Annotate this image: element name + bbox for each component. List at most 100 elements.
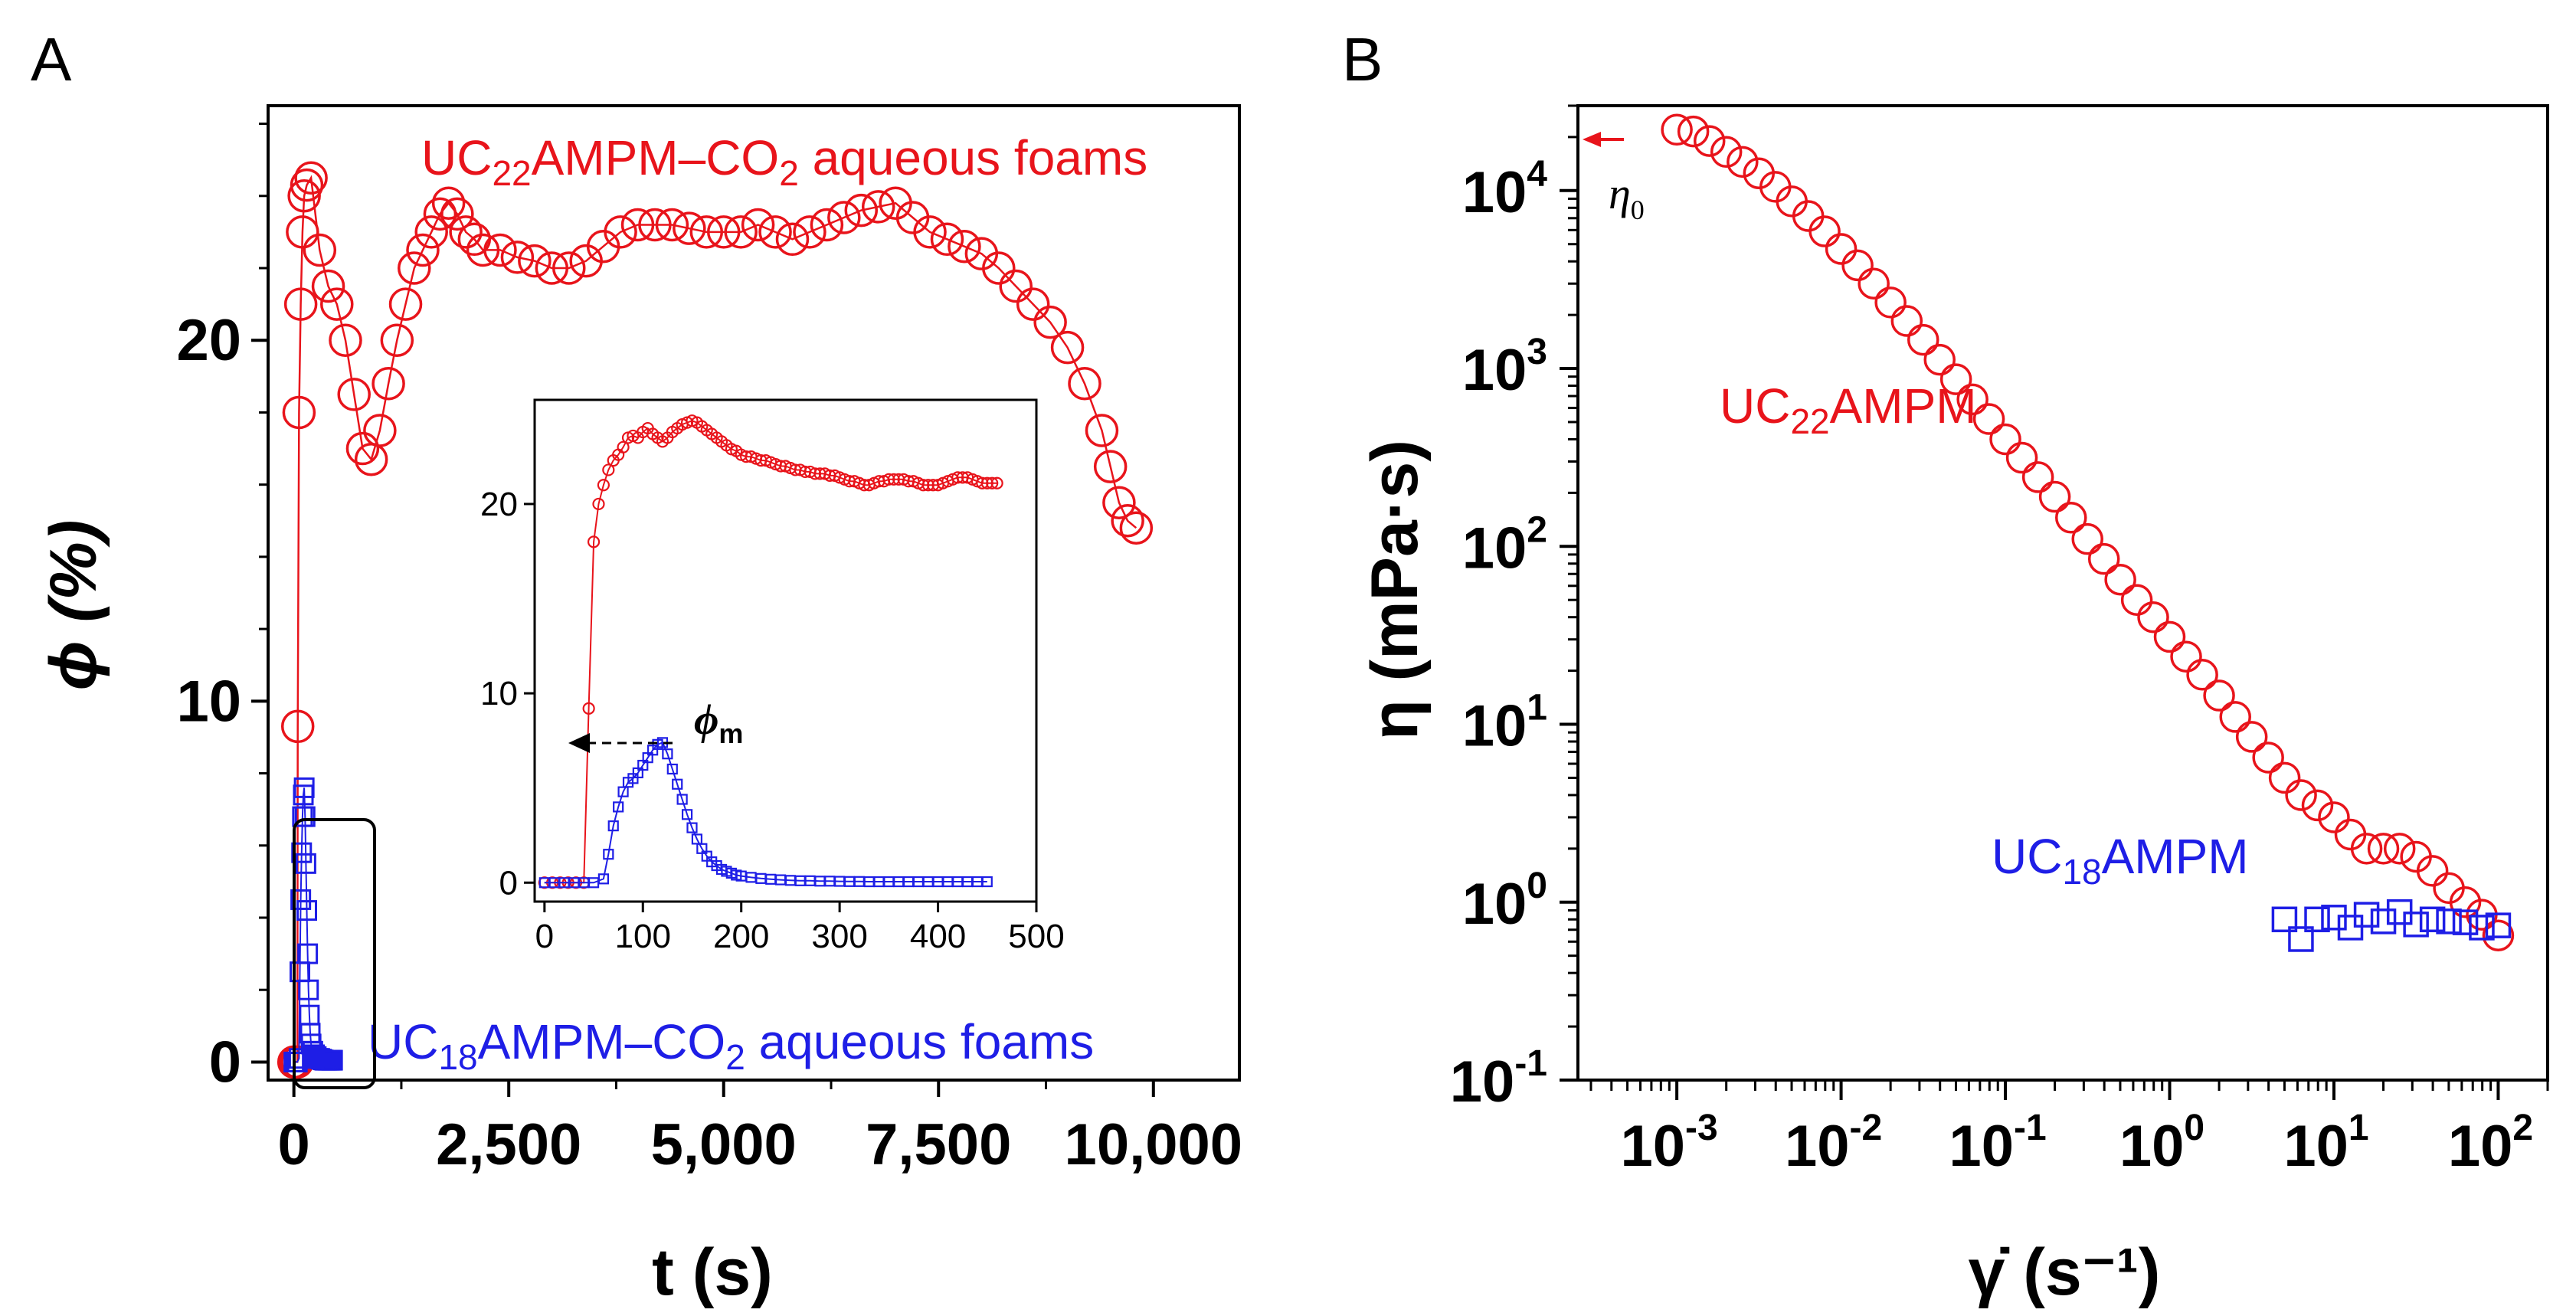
inset-blue-point <box>681 809 693 820</box>
panel-a-red-point <box>294 161 328 195</box>
panel-b-red-point <box>2055 502 2087 534</box>
inset-red-point <box>887 473 900 486</box>
inset-red-point <box>617 440 630 453</box>
panel-a-red-point <box>861 190 895 224</box>
panel-a-inset: 0 100 200 300 400 500 0 10 20 ϕm <box>480 398 1065 955</box>
panel-b-blue-point <box>2469 915 2495 941</box>
panel-a-red-point <box>398 251 431 285</box>
panel-b-y-tick-label: 10-1 <box>1450 1043 1547 1115</box>
inset-blue-point <box>603 849 614 860</box>
panel-a: A 0 2,500 5,000 7,500 10,000 0 10 20 t (s) ϕ (%… <box>31 25 1242 1309</box>
panel-b-red-point <box>2318 801 2350 833</box>
inset-red-point <box>986 476 999 489</box>
panel-a-zoom-box <box>293 818 376 1089</box>
panel-b-red-point <box>2186 659 2218 691</box>
panel-a-red-point <box>311 269 345 303</box>
panel-a-red-point <box>655 208 689 242</box>
panel-b-y-tick-label: 101 <box>1462 688 1547 759</box>
panel-b-red-point <box>2005 441 2038 474</box>
panel-a-red-point <box>1093 450 1128 483</box>
panel-a-red-point <box>1050 330 1085 365</box>
panel-a-red-point <box>1085 414 1119 447</box>
panel-b-blue-point <box>2288 926 2314 952</box>
panel-b-red-point <box>2038 480 2071 513</box>
panel-b-red-point <box>2203 679 2235 712</box>
panel-b-red-point <box>2153 620 2186 653</box>
panel-b-red-point <box>2482 919 2515 951</box>
panel-a-y-tick-label: 10 <box>176 669 241 734</box>
panel-b-red-point <box>1677 115 1710 148</box>
panel-a-red-point <box>810 208 844 242</box>
panel-b-red-point <box>2235 721 2268 753</box>
panel-a-red-point <box>440 197 474 231</box>
panel-b-blue-point <box>2403 912 2429 938</box>
eta0-label: η0 <box>1609 169 1645 225</box>
panel-a-red-point <box>758 215 792 249</box>
inset-x-tick-label: 500 <box>1008 918 1064 955</box>
panel-a-red-point <box>775 222 810 257</box>
panel-a-red-point <box>388 287 423 321</box>
panel-a-red-point <box>337 378 371 411</box>
panel-a-red-point <box>283 287 318 321</box>
panel-a-red-point <box>423 197 457 231</box>
panel-a-red-point <box>320 287 354 321</box>
panel-b-red-point <box>1727 146 1759 178</box>
panel-a-red-point <box>535 251 569 285</box>
panel-a-blue-point <box>295 853 316 874</box>
panel-a-red-point <box>1068 367 1101 401</box>
inset-y-tick-label: 20 <box>480 486 518 523</box>
panel-a-red-point <box>1119 511 1154 545</box>
panel-b-red-point <box>1858 267 1890 300</box>
panel-b-blue-point <box>2353 902 2380 928</box>
inset-y-tick-label: 10 <box>480 675 518 712</box>
panel-a-red-point <box>500 241 535 274</box>
panel-b-red-point <box>1939 363 1972 395</box>
inset-blue-point <box>613 801 624 813</box>
inset-red-point <box>921 479 934 492</box>
panel-a-blue-point <box>293 777 315 798</box>
panel-b-red-point <box>2350 833 2383 865</box>
panel-a-red-point <box>280 709 315 744</box>
panel-a-red-point <box>724 215 758 249</box>
panel-a-blue-point <box>290 889 312 910</box>
panel-b-x-axis-label: γ̇ (s⁻¹) <box>1969 1236 2161 1309</box>
inset-x-tick-label: 100 <box>615 918 671 955</box>
panel-a-red-point <box>1111 504 1144 538</box>
panel-b-red-point <box>2104 563 2136 596</box>
panel-a-red-point <box>930 222 964 257</box>
panel-b-red-point <box>1874 286 1907 319</box>
panel-a-red-point <box>827 201 861 234</box>
panel-a-y-axis-label: ϕ (%) <box>37 520 110 691</box>
panel-b-red-point <box>2449 886 2482 918</box>
panel-b-x-tick-label: 100 <box>2119 1108 2204 1179</box>
eta0-arrowhead <box>1583 132 1601 147</box>
panel-b-red-annotation: UC22AMPM <box>1720 378 1977 441</box>
inset-red-point <box>980 476 993 489</box>
panel-b-red-point <box>1808 215 1841 247</box>
panel-a-red-point <box>449 215 483 249</box>
panel-b-red-point <box>1956 383 1988 416</box>
inset-blue-point <box>597 873 610 885</box>
panel-a-red-point <box>620 208 655 242</box>
panel-a-blue-point <box>297 943 319 964</box>
panel-a-series <box>277 161 1154 1079</box>
panel-b-red-point <box>1661 113 1693 146</box>
panel-a-red-point <box>303 233 337 267</box>
panel-label-b: B <box>1342 25 1383 93</box>
panel-a-x-tick-label: 7,500 <box>866 1112 1011 1177</box>
panel-b-red-point <box>2252 741 2284 774</box>
inset-blue-point <box>666 763 678 775</box>
panel-b-red-point <box>2301 789 2334 822</box>
panel-b-blue-point <box>2271 906 2298 933</box>
inset-y-tick-label: 0 <box>499 864 518 902</box>
panel-b-red-point <box>2285 779 2317 811</box>
panel-b-red-point <box>1907 323 1939 356</box>
panel-b-red-point <box>1841 249 1874 282</box>
inset-red-point <box>917 479 930 492</box>
panel-a-blue-point <box>296 900 317 922</box>
inset-red-point <box>602 463 615 476</box>
panel-a-x-tick-label: 2,500 <box>436 1112 581 1177</box>
panel-b-blue-point <box>2419 906 2446 933</box>
panel-a-red-point <box>638 208 672 242</box>
panel-a-red-line <box>293 175 1137 1063</box>
